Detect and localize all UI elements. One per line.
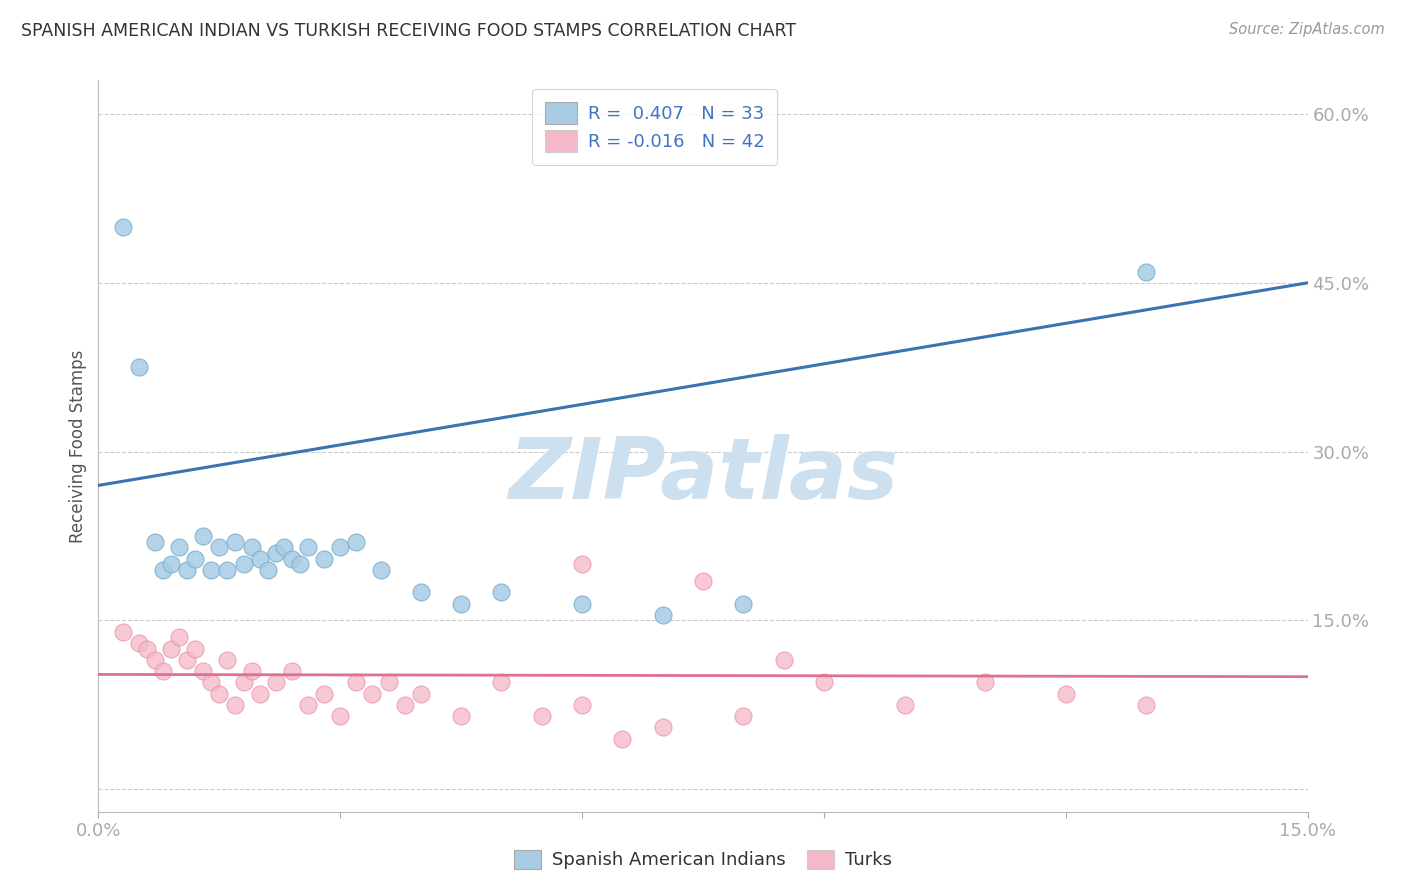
- Point: [176, 563, 198, 577]
- Point: [571, 557, 593, 571]
- Point: [297, 541, 319, 555]
- Point: [193, 664, 215, 678]
- Point: [329, 541, 352, 555]
- Point: [240, 664, 263, 678]
- Point: [240, 541, 263, 555]
- Point: [152, 563, 174, 577]
- Point: [692, 574, 714, 588]
- Point: [612, 731, 634, 746]
- Point: [344, 534, 367, 549]
- Point: [176, 653, 198, 667]
- Point: [256, 563, 278, 577]
- Point: [370, 563, 392, 577]
- Text: SPANISH AMERICAN INDIAN VS TURKISH RECEIVING FOOD STAMPS CORRELATION CHART: SPANISH AMERICAN INDIAN VS TURKISH RECEI…: [21, 22, 796, 40]
- Point: [128, 360, 150, 375]
- Point: [1054, 687, 1077, 701]
- Point: [160, 557, 183, 571]
- Point: [160, 641, 183, 656]
- Text: Source: ZipAtlas.com: Source: ZipAtlas.com: [1229, 22, 1385, 37]
- Legend: R =  0.407   N = 33, R = -0.016   N = 42: R = 0.407 N = 33, R = -0.016 N = 42: [531, 89, 778, 165]
- Text: ZIPatlas: ZIPatlas: [508, 434, 898, 516]
- Point: [208, 541, 231, 555]
- Point: [813, 675, 835, 690]
- Point: [264, 675, 287, 690]
- Point: [329, 709, 352, 723]
- Point: [143, 534, 166, 549]
- Point: [1135, 264, 1157, 278]
- Point: [772, 653, 794, 667]
- Point: [264, 546, 287, 560]
- Point: [571, 698, 593, 712]
- Legend: Spanish American Indians, Turks: Spanish American Indians, Turks: [505, 841, 901, 879]
- Point: [152, 664, 174, 678]
- Point: [491, 585, 513, 599]
- Point: [249, 687, 271, 701]
- Point: [733, 597, 755, 611]
- Point: [893, 698, 915, 712]
- Point: [200, 563, 222, 577]
- Point: [733, 709, 755, 723]
- Point: [184, 551, 207, 566]
- Point: [281, 551, 304, 566]
- Point: [135, 641, 157, 656]
- Point: [344, 675, 367, 690]
- Point: [394, 698, 416, 712]
- Point: [361, 687, 384, 701]
- Point: [111, 219, 134, 234]
- Point: [314, 687, 336, 701]
- Point: [184, 641, 207, 656]
- Point: [111, 624, 134, 639]
- Point: [217, 653, 239, 667]
- Point: [281, 664, 304, 678]
- Point: [224, 534, 246, 549]
- Point: [167, 541, 190, 555]
- Point: [232, 557, 254, 571]
- Point: [314, 551, 336, 566]
- Point: [974, 675, 997, 690]
- Point: [288, 557, 311, 571]
- Point: [167, 630, 190, 644]
- Point: [377, 675, 399, 690]
- Point: [232, 675, 254, 690]
- Point: [249, 551, 271, 566]
- Point: [491, 675, 513, 690]
- Point: [409, 687, 432, 701]
- Point: [651, 720, 673, 734]
- Y-axis label: Receiving Food Stamps: Receiving Food Stamps: [69, 350, 87, 542]
- Point: [530, 709, 553, 723]
- Point: [1135, 698, 1157, 712]
- Point: [208, 687, 231, 701]
- Point: [217, 563, 239, 577]
- Point: [200, 675, 222, 690]
- Point: [273, 541, 295, 555]
- Point: [128, 636, 150, 650]
- Point: [224, 698, 246, 712]
- Point: [450, 597, 472, 611]
- Point: [409, 585, 432, 599]
- Point: [193, 529, 215, 543]
- Point: [143, 653, 166, 667]
- Point: [571, 597, 593, 611]
- Point: [450, 709, 472, 723]
- Point: [651, 607, 673, 622]
- Point: [297, 698, 319, 712]
